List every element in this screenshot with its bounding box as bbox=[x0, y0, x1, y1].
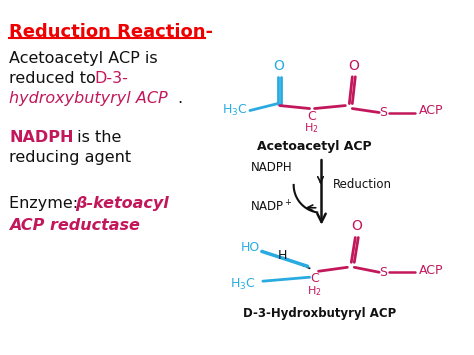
Text: S: S bbox=[379, 106, 387, 119]
Text: NADPH: NADPH bbox=[251, 160, 292, 174]
Text: Acetoacetyl ACP is: Acetoacetyl ACP is bbox=[9, 51, 158, 66]
Text: Reduction Reaction-: Reduction Reaction- bbox=[9, 23, 213, 41]
Text: NADPH: NADPH bbox=[9, 130, 74, 145]
Text: D-3-Hydroxbutyryl ACP: D-3-Hydroxbutyryl ACP bbox=[243, 307, 396, 320]
Text: is the: is the bbox=[72, 130, 121, 145]
Text: D-3-: D-3- bbox=[95, 71, 129, 86]
Text: H: H bbox=[278, 249, 287, 262]
Text: H$_3$C: H$_3$C bbox=[222, 103, 248, 118]
Text: ACP: ACP bbox=[419, 264, 444, 277]
Text: HO: HO bbox=[241, 241, 260, 254]
Text: reducing agent: reducing agent bbox=[9, 150, 131, 165]
Text: Reduction: Reduction bbox=[332, 179, 392, 191]
Text: ACP reductase: ACP reductase bbox=[9, 218, 140, 233]
Text: O: O bbox=[273, 59, 284, 73]
Text: C: C bbox=[307, 110, 316, 122]
Text: β-ketoacyl: β-ketoacyl bbox=[75, 196, 169, 211]
Text: H$_2$: H$_2$ bbox=[307, 284, 322, 298]
Text: Enzyme:: Enzyme: bbox=[9, 196, 83, 211]
Text: reduced to: reduced to bbox=[9, 71, 101, 86]
Text: H$_2$: H$_2$ bbox=[304, 121, 319, 135]
Text: C: C bbox=[310, 272, 319, 285]
Text: S: S bbox=[379, 266, 387, 279]
Text: Acetoacetyl ACP: Acetoacetyl ACP bbox=[257, 140, 372, 153]
Text: O: O bbox=[351, 219, 362, 233]
Text: hydroxybutyryl ACP: hydroxybutyryl ACP bbox=[9, 91, 168, 106]
Text: H$_3$C: H$_3$C bbox=[230, 277, 256, 292]
Text: O: O bbox=[348, 59, 359, 73]
Text: ACP: ACP bbox=[419, 104, 444, 117]
Text: .: . bbox=[177, 91, 182, 106]
Text: NADP$^+$: NADP$^+$ bbox=[250, 199, 292, 214]
